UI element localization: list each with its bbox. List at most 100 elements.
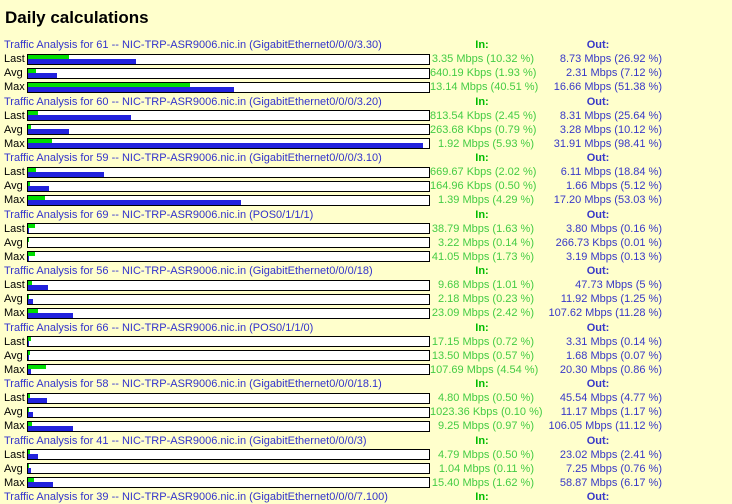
stat-row: Avg 640.19 Kbps (1.93 %) 2.31 Mbps (7.12… xyxy=(0,66,732,80)
in-bar xyxy=(28,351,30,355)
row-label: Max xyxy=(4,250,27,264)
in-column-header: In: xyxy=(430,208,534,222)
stat-row: Avg 263.68 Kbps (0.79 %) 3.28 Mbps (10.1… xyxy=(0,123,732,137)
traffic-bar-box xyxy=(27,336,430,347)
out-bar xyxy=(28,59,136,64)
row-label: Avg xyxy=(4,292,27,306)
out-bar xyxy=(28,228,29,233)
out-bar xyxy=(28,313,73,318)
section-title-link[interactable]: Traffic Analysis for 66 -- NIC-TRP-ASR90… xyxy=(4,321,430,335)
traffic-bar-box xyxy=(27,393,430,404)
out-value: 47.73 Mbps (5 %) xyxy=(534,278,662,292)
section-title-link[interactable]: Traffic Analysis for 41 -- NIC-TRP-ASR90… xyxy=(4,434,430,448)
out-value: 7.25 Mbps (0.76 %) xyxy=(534,462,662,476)
section-title-link[interactable]: Traffic Analysis for 69 -- NIC-TRP-ASR90… xyxy=(4,208,430,222)
in-column-header: In: xyxy=(430,490,534,504)
out-column-header: Out: xyxy=(534,208,662,222)
traffic-bar-box xyxy=(27,54,430,65)
in-value: 4.79 Mbps (0.50 %) xyxy=(430,448,534,462)
out-column-header: Out: xyxy=(534,490,662,504)
traffic-bar-box xyxy=(27,167,430,178)
out-value: 107.62 Mbps (11.28 %) xyxy=(534,306,662,320)
in-value: 640.19 Kbps (1.93 %) xyxy=(430,66,534,80)
section-title-link[interactable]: Traffic Analysis for 58 -- NIC-TRP-ASR90… xyxy=(4,377,430,391)
traffic-bar-box xyxy=(27,294,430,305)
stat-row: Max 1.39 Mbps (4.29 %) 17.20 Mbps (53.03… xyxy=(0,193,732,207)
in-column-header: In: xyxy=(430,377,534,391)
stat-row: Max 23.09 Mbps (2.42 %) 107.62 Mbps (11.… xyxy=(0,306,732,320)
out-bar xyxy=(28,412,33,417)
in-value: 38.79 Mbps (1.63 %) xyxy=(430,222,534,236)
stat-row: Max 1.92 Mbps (5.93 %) 31.91 Mbps (98.41… xyxy=(0,137,732,151)
traffic-bar-box xyxy=(27,477,430,488)
out-bar xyxy=(28,115,131,120)
traffic-bar-box xyxy=(27,124,430,135)
stat-row: Max 107.69 Mbps (4.54 %) 20.30 Mbps (0.8… xyxy=(0,363,732,377)
traffic-bar-box xyxy=(27,364,430,375)
sections: Traffic Analysis for 61 -- NIC-TRP-ASR90… xyxy=(0,38,732,504)
out-bar xyxy=(28,341,29,346)
traffic-bar-box xyxy=(27,350,430,361)
stat-row: Max 15.40 Mbps (1.62 %) 58.87 Mbps (6.17… xyxy=(0,476,732,490)
out-value: 3.31 Mbps (0.14 %) xyxy=(534,335,662,349)
traffic-bar-box xyxy=(27,138,430,149)
out-value: 266.73 Kbps (0.01 %) xyxy=(534,236,662,250)
out-value: 3.28 Mbps (10.12 %) xyxy=(534,123,662,137)
in-value: 1.04 Mbps (0.11 %) xyxy=(430,462,534,476)
in-value: 3.35 Mbps (10.32 %) xyxy=(430,52,534,66)
traffic-section: Traffic Analysis for 60 -- NIC-TRP-ASR90… xyxy=(0,95,732,151)
traffic-section: Traffic Analysis for 69 -- NIC-TRP-ASR90… xyxy=(0,208,732,264)
in-column-header: In: xyxy=(430,151,534,165)
traffic-section: Traffic Analysis for 59 -- NIC-TRP-ASR90… xyxy=(0,151,732,207)
traffic-bar-box xyxy=(27,407,430,418)
in-column-header: In: xyxy=(430,264,534,278)
in-value: 13.14 Mbps (40.51 %) xyxy=(430,80,534,94)
section-title-link[interactable]: Traffic Analysis for 59 -- NIC-TRP-ASR90… xyxy=(4,151,430,165)
out-value: 6.11 Mbps (18.84 %) xyxy=(534,165,662,179)
stat-row: Last 4.79 Mbps (0.50 %) 23.02 Mbps (2.41… xyxy=(0,448,732,462)
out-bar xyxy=(28,285,48,290)
out-bar xyxy=(28,468,31,473)
in-value: 4.80 Mbps (0.50 %) xyxy=(430,391,534,405)
traffic-bar-box xyxy=(27,463,430,474)
row-label: Max xyxy=(4,419,27,433)
in-value: 13.50 Mbps (0.57 %) xyxy=(430,349,534,363)
in-value: 107.69 Mbps (4.54 %) xyxy=(430,363,534,377)
traffic-bar-box xyxy=(27,308,430,319)
in-bar xyxy=(28,224,35,228)
stat-row: Last 17.15 Mbps (0.72 %) 3.31 Mbps (0.14… xyxy=(0,335,732,349)
out-bar xyxy=(28,73,57,78)
in-value: 23.09 Mbps (2.42 %) xyxy=(430,306,534,320)
in-value: 1023.36 Kbps (0.10 %) xyxy=(430,405,534,419)
out-bar xyxy=(28,87,234,92)
out-bar xyxy=(28,299,33,304)
row-label: Last xyxy=(4,109,27,123)
row-label: Max xyxy=(4,137,27,151)
in-value: 9.25 Mbps (0.97 %) xyxy=(430,419,534,433)
out-value: 16.66 Mbps (51.38 %) xyxy=(534,80,662,94)
section-header-row: Traffic Analysis for 59 -- NIC-TRP-ASR90… xyxy=(0,151,732,165)
in-column-header: In: xyxy=(430,38,534,52)
section-title-link[interactable]: Traffic Analysis for 61 -- NIC-TRP-ASR90… xyxy=(4,38,430,52)
in-value: 17.15 Mbps (0.72 %) xyxy=(430,335,534,349)
stat-row: Avg 1023.36 Kbps (0.10 %) 11.17 Mbps (1.… xyxy=(0,405,732,419)
out-value: 23.02 Mbps (2.41 %) xyxy=(534,448,662,462)
traffic-section: Traffic Analysis for 58 -- NIC-TRP-ASR90… xyxy=(0,377,732,433)
stat-row: Max 9.25 Mbps (0.97 %) 106.05 Mbps (11.1… xyxy=(0,419,732,433)
out-value: 8.73 Mbps (26.92 %) xyxy=(534,52,662,66)
row-label: Last xyxy=(4,278,27,292)
out-bar xyxy=(28,143,423,148)
in-value: 263.68 Kbps (0.79 %) xyxy=(430,123,534,137)
stat-row: Last 38.79 Mbps (1.63 %) 3.80 Mbps (0.16… xyxy=(0,222,732,236)
out-value: 1.66 Mbps (5.12 %) xyxy=(534,179,662,193)
out-value: 20.30 Mbps (0.86 %) xyxy=(534,363,662,377)
section-title-link[interactable]: Traffic Analysis for 56 -- NIC-TRP-ASR90… xyxy=(4,264,430,278)
stat-row: Max 41.05 Mbps (1.73 %) 3.19 Mbps (0.13 … xyxy=(0,250,732,264)
section-title-link[interactable]: Traffic Analysis for 60 -- NIC-TRP-ASR90… xyxy=(4,95,430,109)
section-title-link[interactable]: Traffic Analysis for 39 -- NIC-TRP-ASR90… xyxy=(4,490,430,504)
row-label: Last xyxy=(4,448,27,462)
out-value: 3.80 Mbps (0.16 %) xyxy=(534,222,662,236)
section-header-row: Traffic Analysis for 58 -- NIC-TRP-ASR90… xyxy=(0,377,732,391)
out-value: 58.87 Mbps (6.17 %) xyxy=(534,476,662,490)
out-bar xyxy=(28,172,104,177)
